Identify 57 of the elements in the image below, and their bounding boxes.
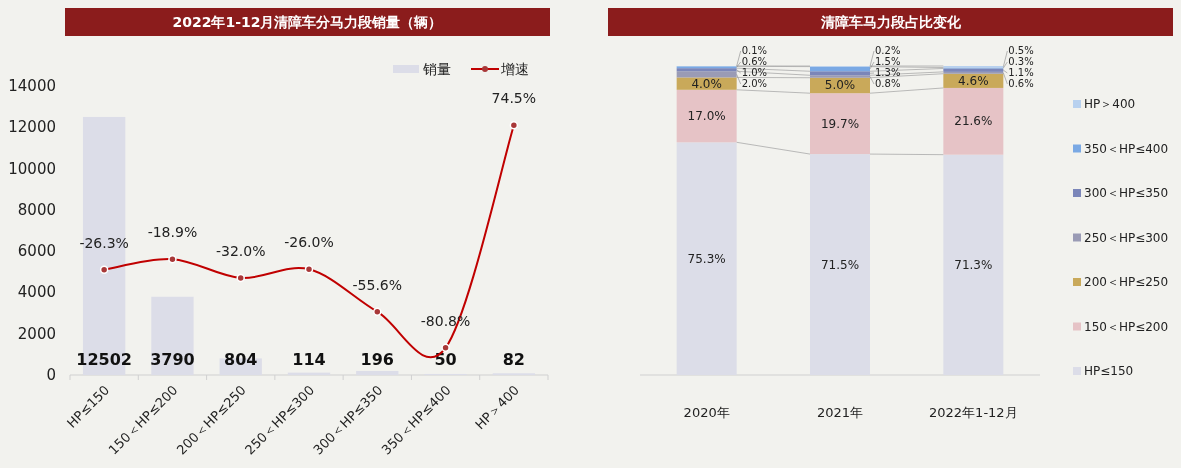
- y-tick-label: 4000: [17, 283, 56, 302]
- legend-label: 销量: [422, 61, 451, 77]
- data-label: 75.3%: [687, 251, 726, 266]
- data-label: 0.5%: [1008, 45, 1034, 56]
- y-tick-label: 12000: [8, 118, 56, 137]
- data-label: 0.8%: [875, 78, 901, 89]
- y-tick-label: 10000: [8, 159, 56, 178]
- data-label: -26.0%: [284, 234, 334, 251]
- x-tick-label: 2020年: [683, 405, 730, 420]
- data-label: -26.3%: [79, 234, 129, 251]
- data-label: 3790: [150, 350, 195, 369]
- data-label: -18.9%: [147, 224, 198, 241]
- y-tick-label: 2000: [17, 324, 56, 343]
- data-label: 4.6%: [958, 73, 989, 88]
- data-label: 0.1%: [741, 45, 768, 56]
- data-label: 196: [360, 350, 394, 369]
- y-tick-label: 0: [46, 366, 56, 384]
- data-label: 19.7%: [820, 116, 860, 131]
- y-tick-label: 8000: [17, 200, 56, 219]
- data-label: 0.2%: [875, 45, 901, 56]
- data-label: 50: [434, 350, 457, 369]
- data-label: -55.6%: [352, 276, 403, 293]
- data-label: 4.0%: [691, 76, 722, 91]
- data-label: 0.3%: [1008, 56, 1034, 67]
- chart-title: 2022年1-12月清障车分马力段销量（辆）: [172, 14, 443, 30]
- data-label: 1.0%: [741, 67, 768, 78]
- legend-label: 150＜HP≤200: [1084, 319, 1169, 334]
- y-tick-label: 14000: [8, 77, 56, 95]
- data-label: 1.1%: [1008, 67, 1034, 78]
- data-label: 0.6%: [1008, 78, 1034, 89]
- legend-label: HP＞400: [1084, 97, 1136, 111]
- x-tick-label: 2022年1-12月: [929, 405, 1018, 420]
- data-label: 71.5%: [820, 257, 860, 272]
- x-tick-label: HP＞400: [472, 382, 522, 433]
- data-label: 1.5%: [875, 56, 901, 67]
- data-label: -32.0%: [215, 242, 266, 259]
- data-label: 2.0%: [741, 78, 768, 89]
- data-label: 82: [502, 350, 525, 369]
- data-label: 114: [292, 350, 326, 369]
- legend-label: 增速: [500, 61, 529, 77]
- legend-label: 350＜HP≤400: [1084, 141, 1169, 156]
- data-label: 71.3%: [954, 257, 993, 272]
- data-label: 12502: [76, 350, 132, 369]
- data-label: 5.0%: [824, 78, 856, 93]
- legend-label: HP≤150: [1084, 364, 1134, 378]
- legend-label: 200＜HP≤250: [1084, 275, 1169, 289]
- data-label: 804: [224, 350, 258, 369]
- data-label: 0.6%: [741, 56, 768, 67]
- data-label: 74.5%: [491, 90, 537, 107]
- data-label: 21.6%: [954, 114, 993, 129]
- legend-label: 300＜HP≤350: [1084, 186, 1169, 200]
- legend-label: 250＜HP≤300: [1084, 230, 1169, 245]
- data-label: 17.0%: [687, 109, 726, 124]
- x-tick-label: 2021年: [816, 405, 864, 420]
- data-label: 1.3%: [875, 67, 901, 78]
- y-tick-label: 6000: [17, 242, 56, 261]
- chart-title: 清障车马力段占比变化: [819, 14, 962, 30]
